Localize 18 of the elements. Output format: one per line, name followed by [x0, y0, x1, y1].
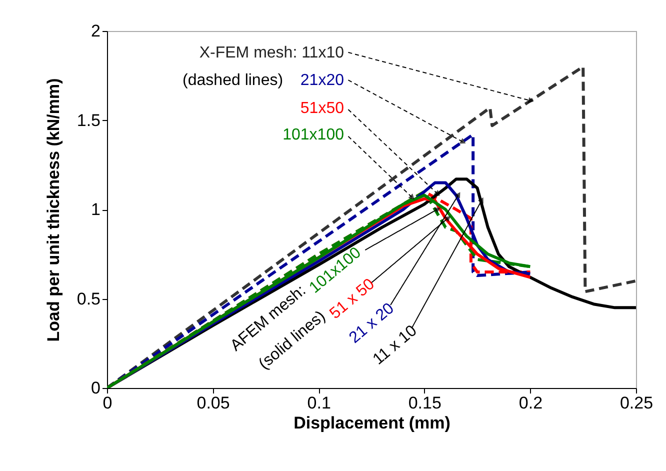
- y-tick-label: 1: [91, 200, 100, 219]
- y-axis-title: Load per unit thickness (kN/mm): [44, 78, 63, 342]
- annotation: 101x100: [282, 126, 344, 144]
- x-tick-label: 0.25: [620, 394, 654, 412]
- annotation: 21x20: [300, 72, 344, 90]
- annotation: 51x50: [300, 100, 344, 117]
- x-tick-label: 0.2: [518, 394, 543, 412]
- x-tick-label: 0.15: [408, 394, 442, 412]
- annotation: (dashed lines): [182, 72, 284, 90]
- x-tick-label: 0: [102, 394, 112, 412]
- y-tick-label: 2: [91, 22, 100, 40]
- x-tick-label: 0.1: [307, 394, 331, 412]
- x-tick-label: 0.05: [196, 394, 230, 412]
- x-axis-title: Displacement (mm): [294, 414, 450, 432]
- y-tick-label: 0.5: [76, 289, 100, 308]
- y-tick-label: 0: [91, 378, 100, 398]
- annotation: X-FEM mesh: 11x10: [199, 44, 344, 62]
- y-tick-label: 1.5: [76, 110, 100, 130]
